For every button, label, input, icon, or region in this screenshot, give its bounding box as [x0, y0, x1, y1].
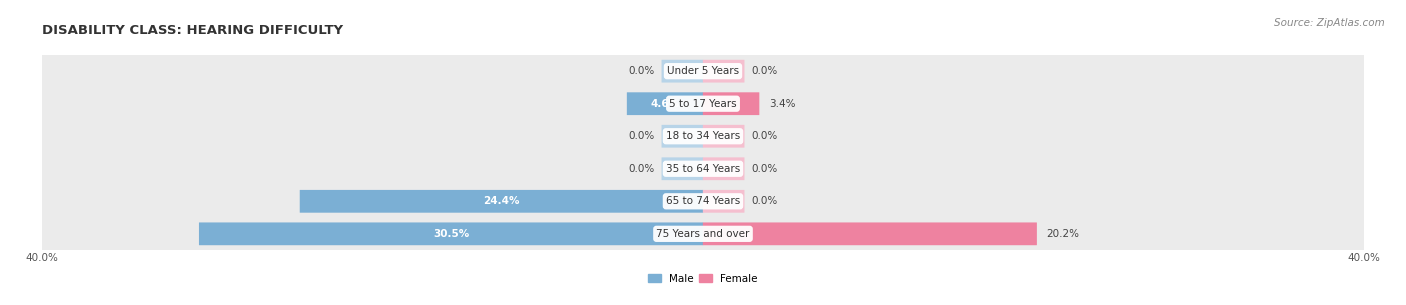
Text: 24.4%: 24.4% — [484, 196, 520, 206]
Text: 65 to 74 Years: 65 to 74 Years — [666, 196, 740, 206]
FancyBboxPatch shape — [662, 125, 703, 148]
Text: 0.0%: 0.0% — [751, 66, 778, 76]
FancyBboxPatch shape — [39, 184, 1367, 219]
FancyBboxPatch shape — [703, 157, 744, 180]
Text: 18 to 34 Years: 18 to 34 Years — [666, 131, 740, 141]
FancyBboxPatch shape — [39, 151, 1367, 186]
FancyBboxPatch shape — [39, 119, 1367, 154]
Text: 0.0%: 0.0% — [751, 131, 778, 141]
Text: DISABILITY CLASS: HEARING DIFFICULTY: DISABILITY CLASS: HEARING DIFFICULTY — [42, 24, 343, 37]
Legend: Male, Female: Male, Female — [644, 270, 762, 288]
Text: 0.0%: 0.0% — [628, 131, 655, 141]
Text: 5 to 17 Years: 5 to 17 Years — [669, 99, 737, 109]
FancyBboxPatch shape — [703, 190, 744, 213]
Text: 35 to 64 Years: 35 to 64 Years — [666, 164, 740, 174]
FancyBboxPatch shape — [200, 222, 703, 245]
FancyBboxPatch shape — [703, 222, 1036, 245]
Text: 0.0%: 0.0% — [751, 164, 778, 174]
FancyBboxPatch shape — [662, 60, 703, 83]
FancyBboxPatch shape — [627, 92, 703, 115]
FancyBboxPatch shape — [39, 216, 1367, 251]
FancyBboxPatch shape — [39, 86, 1367, 121]
Text: 0.0%: 0.0% — [628, 66, 655, 76]
FancyBboxPatch shape — [299, 190, 703, 213]
Text: 30.5%: 30.5% — [433, 229, 470, 239]
FancyBboxPatch shape — [703, 92, 759, 115]
Text: Source: ZipAtlas.com: Source: ZipAtlas.com — [1274, 18, 1385, 28]
Text: 3.4%: 3.4% — [769, 99, 796, 109]
FancyBboxPatch shape — [703, 125, 744, 148]
FancyBboxPatch shape — [662, 157, 703, 180]
Text: Under 5 Years: Under 5 Years — [666, 66, 740, 76]
Text: 75 Years and over: 75 Years and over — [657, 229, 749, 239]
Text: 4.6%: 4.6% — [651, 99, 679, 109]
FancyBboxPatch shape — [703, 60, 744, 83]
FancyBboxPatch shape — [39, 54, 1367, 89]
Text: 0.0%: 0.0% — [751, 196, 778, 206]
Text: 0.0%: 0.0% — [628, 164, 655, 174]
Text: 20.2%: 20.2% — [1046, 229, 1080, 239]
